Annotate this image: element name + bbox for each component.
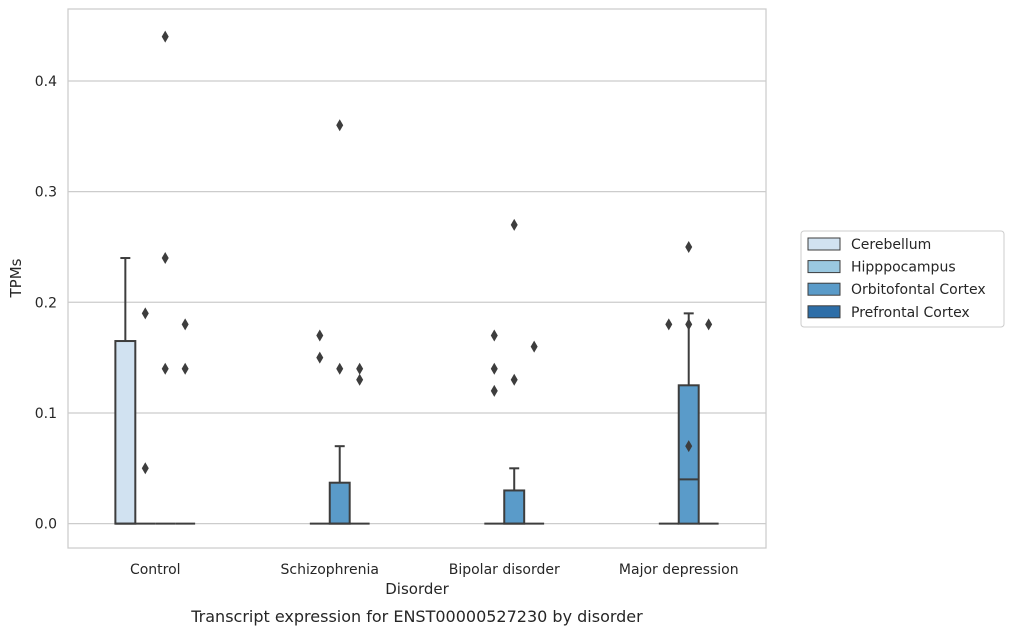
outlier-point-0 xyxy=(510,218,518,231)
plot-area-background xyxy=(68,9,766,548)
plot-area-border xyxy=(67,8,767,549)
legend-swatch-2 xyxy=(807,282,841,296)
outlier-point-2 xyxy=(161,362,169,375)
box-1-0 xyxy=(135,307,156,525)
x-axis-title: Disorder xyxy=(385,580,449,598)
legend-label-1: Hipppocampus xyxy=(851,260,956,276)
box-3-1 xyxy=(349,362,370,525)
y-tick-label-3: 0.3 xyxy=(35,185,57,201)
x-tick-label-0: Control xyxy=(130,562,181,578)
outlier-point-0 xyxy=(316,329,324,342)
box-body xyxy=(503,489,526,525)
outlier-point-0 xyxy=(161,30,169,43)
y-tick-labels: 0.0 0.1 0.2 0.3 0.4 xyxy=(35,74,57,533)
outlier-point-0 xyxy=(356,362,364,375)
x-tick-labels: Control Schizophrenia Bipolar disorder Majo… xyxy=(130,562,739,578)
y-tick-label-0: 0.0 xyxy=(35,517,57,533)
gridlines xyxy=(68,80,766,525)
box-2-1 xyxy=(328,119,351,525)
outlier-point-1 xyxy=(316,351,324,364)
outlier-point-0 xyxy=(490,329,498,342)
y-axis-title: TPMs xyxy=(7,258,25,298)
box-body xyxy=(677,384,700,525)
x-tick-label-3: Major depression xyxy=(619,562,739,578)
legend-label-3: Prefrontal Cortex xyxy=(851,305,970,321)
outlier-point-0 xyxy=(181,318,189,331)
x-tick-label-2: Bipolar disorder xyxy=(449,562,560,578)
box-0-0 xyxy=(114,257,137,525)
outlier-point-1 xyxy=(181,362,189,375)
outlier-point-0 xyxy=(665,318,673,331)
chart-caption: Transcript expression for ENST0000052723… xyxy=(190,607,643,626)
legend-label-0: Cerebellum xyxy=(851,237,931,253)
box-3-2 xyxy=(524,340,545,525)
y-tick-label-2: 0.2 xyxy=(35,295,57,311)
outlier-point-1 xyxy=(141,462,149,475)
box-body xyxy=(328,481,351,525)
legend-swatch-1 xyxy=(807,260,841,274)
y-tick-label-4: 0.4 xyxy=(35,74,57,90)
legend-entries: Cerebellum Hipppocampus Orbitofontal Corte… xyxy=(807,237,986,321)
boxes xyxy=(114,30,719,525)
outlier-point-2 xyxy=(490,384,498,397)
box-2-0 xyxy=(155,30,176,525)
box-1-1 xyxy=(309,329,330,525)
outlier-point-0 xyxy=(141,307,149,320)
box-2-3 xyxy=(677,240,700,525)
outlier-point-2 xyxy=(685,440,693,453)
outlier-point-1 xyxy=(356,373,364,386)
legend-frame xyxy=(800,230,1005,328)
box-3-3 xyxy=(698,318,719,525)
box-body xyxy=(114,340,137,525)
legend-swatch-3 xyxy=(807,305,841,319)
y-tick-label-1: 0.1 xyxy=(35,406,57,422)
outlier-point-0 xyxy=(336,119,344,132)
legend: Cerebellum Hipppocampus Orbitofontal Corte… xyxy=(800,230,1005,328)
box-1-3 xyxy=(658,318,679,525)
outlier-point-1 xyxy=(161,252,169,265)
legend-swatch-0 xyxy=(807,237,841,251)
legend-label-2: Orbitofontal Cortex xyxy=(851,282,986,298)
box-2-2 xyxy=(503,218,526,525)
box-1-2 xyxy=(484,329,505,525)
outlier-point-0 xyxy=(705,318,713,331)
box-3-0 xyxy=(175,318,196,525)
outlier-point-0 xyxy=(685,240,693,253)
outlier-point-0 xyxy=(530,340,538,353)
x-tick-label-1: Schizophrenia xyxy=(281,562,379,578)
outlier-point-1 xyxy=(685,318,693,331)
outlier-point-1 xyxy=(510,373,518,386)
outlier-point-1 xyxy=(336,362,344,375)
outlier-point-1 xyxy=(490,362,498,375)
